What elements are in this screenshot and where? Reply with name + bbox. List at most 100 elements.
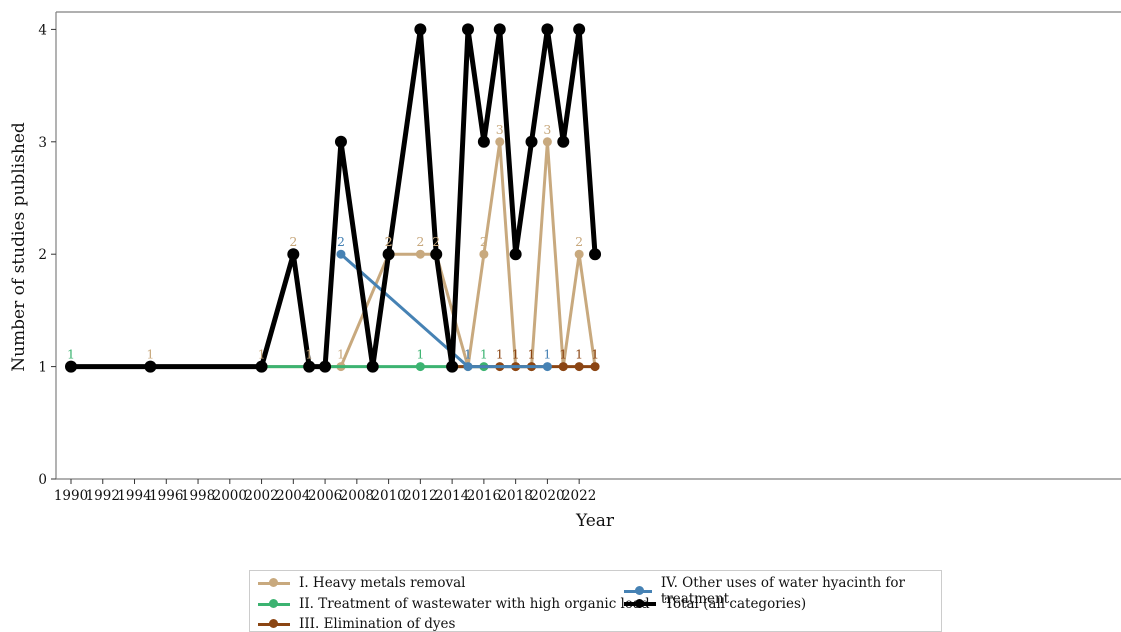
legend-item-heavy-metals: I. Heavy metals removal [256, 575, 465, 591]
x-tick-label: 2004 [276, 488, 310, 504]
data-point-4 [525, 135, 538, 148]
data-label: 1 [67, 347, 75, 362]
x-tick-label: 2016 [467, 488, 501, 504]
data-point-4 [462, 23, 474, 36]
x-tick-label: 1996 [149, 488, 183, 504]
data-point-3 [463, 362, 473, 372]
legend-label-organic-load: II. Treatment of wastewater with high or… [299, 596, 650, 612]
x-tick-label: 2000 [213, 488, 247, 504]
data-point-4 [414, 23, 427, 36]
legend-label-other-uses: IV. Other uses of water hyacinth for tre… [660, 575, 906, 607]
y-axis-label: Number of studies published [9, 122, 29, 372]
x-tick-label: 1990 [54, 488, 88, 504]
y-tick-label: 4 [38, 22, 47, 38]
data-point-0 [495, 137, 505, 147]
x-tick-label: 2012 [403, 488, 437, 504]
legend-swatch-total [622, 598, 658, 610]
data-label: 2 [337, 234, 345, 249]
x-tick-label: 1992 [86, 488, 120, 504]
legend-swatch-other-uses [622, 585, 654, 597]
data-label: 1 [591, 347, 599, 362]
data-label: 2 [480, 234, 488, 249]
data-label: 3 [543, 122, 551, 137]
legend-item-dyes: III. Elimination of dyes [256, 616, 455, 632]
data-point-0 [415, 249, 425, 259]
data-point-4 [589, 248, 602, 261]
data-label: 2 [416, 234, 424, 249]
data-label: 1 [512, 347, 520, 362]
legend-label-heavy-metals: I. Heavy metals removal [299, 575, 466, 591]
x-tick-label: 2008 [340, 488, 374, 504]
x-tick-label: 2010 [371, 488, 405, 504]
data-point-0 [574, 249, 584, 259]
x-tick-label: 1994 [117, 488, 151, 504]
x-axis-label: Year [575, 511, 615, 531]
data-label: 2 [385, 234, 393, 249]
y-tick-label: 2 [38, 247, 47, 263]
data-point-0 [542, 137, 552, 147]
data-label: 1 [512, 347, 520, 362]
data-point-4 [382, 248, 395, 261]
data-label: 1 [337, 347, 345, 362]
data-label: 1 [559, 347, 567, 362]
x-tick-label: 2014 [435, 488, 469, 504]
x-tick-label: 2022 [562, 488, 596, 504]
data-point-1 [415, 362, 425, 372]
series-lines [65, 23, 602, 373]
data-point-4 [65, 360, 77, 373]
data-label: 1 [575, 347, 583, 362]
x-tick-label: 1998 [181, 488, 215, 504]
line-chart: 1990199219941996199820002002200420062008… [9, 11, 1121, 531]
data-point-4 [366, 360, 379, 373]
data-point-4 [287, 248, 300, 261]
data-point-4 [477, 135, 490, 148]
legend-item-total: Total (all categories) [622, 596, 806, 612]
data-point-0 [479, 249, 489, 259]
data-point-4 [557, 135, 570, 148]
legend-swatch-heavy-metals [256, 577, 292, 589]
x-tick-label: 2018 [498, 488, 532, 504]
series-line-4 [71, 26, 598, 370]
data-label: 1 [528, 347, 536, 362]
data-label: 1 [543, 347, 551, 362]
data-point-3 [542, 362, 552, 372]
data-label: 1 [496, 347, 504, 362]
data-label: 1 [591, 347, 599, 362]
data-label: 1 [464, 347, 472, 362]
data-label: 1 [480, 347, 488, 362]
data-point-4 [573, 23, 586, 36]
y-tick-label: 0 [38, 472, 47, 488]
data-label: 1 [528, 347, 536, 362]
legend-label-dyes: III. Elimination of dyes [299, 616, 456, 632]
data-label: 2 [385, 234, 393, 249]
x-tick-label: 2020 [530, 488, 564, 504]
data-point-4 [303, 360, 316, 373]
data-point-2 [558, 362, 568, 372]
legend-swatch-dyes [256, 618, 292, 630]
data-label: 1 [416, 347, 424, 362]
data-point-4 [509, 248, 522, 261]
data-label: 1 [146, 347, 154, 362]
legend-item-organic-load: II. Treatment of wastewater with high or… [256, 596, 650, 612]
y-tick-label: 1 [38, 360, 47, 376]
data-point-3 [336, 249, 346, 259]
legend-label-total: Total (all categories) [665, 596, 807, 612]
data-label: 3 [496, 122, 504, 137]
data-point-4 [430, 248, 443, 261]
data-label: 2 [432, 234, 440, 249]
data-label: 2 [575, 234, 583, 249]
legend: I. Heavy metals removal II. Treatment of… [249, 570, 942, 632]
data-label: 1 [464, 347, 472, 362]
data-point-4 [541, 23, 554, 36]
data-point-4 [446, 360, 459, 373]
legend-item-other-uses: IV. Other uses of water hyacinth for tre… [622, 575, 941, 607]
x-tick-label: 2006 [308, 488, 342, 504]
data-label: 1 [559, 347, 567, 362]
legend-swatch-organic-load [256, 598, 292, 610]
data-point-4 [319, 360, 332, 373]
x-tick-label: 2002 [244, 488, 278, 504]
axes: 1990199219941996199820002002200420062008… [38, 11, 1121, 504]
data-label: 1 [258, 347, 266, 362]
data-point-2 [574, 362, 584, 372]
